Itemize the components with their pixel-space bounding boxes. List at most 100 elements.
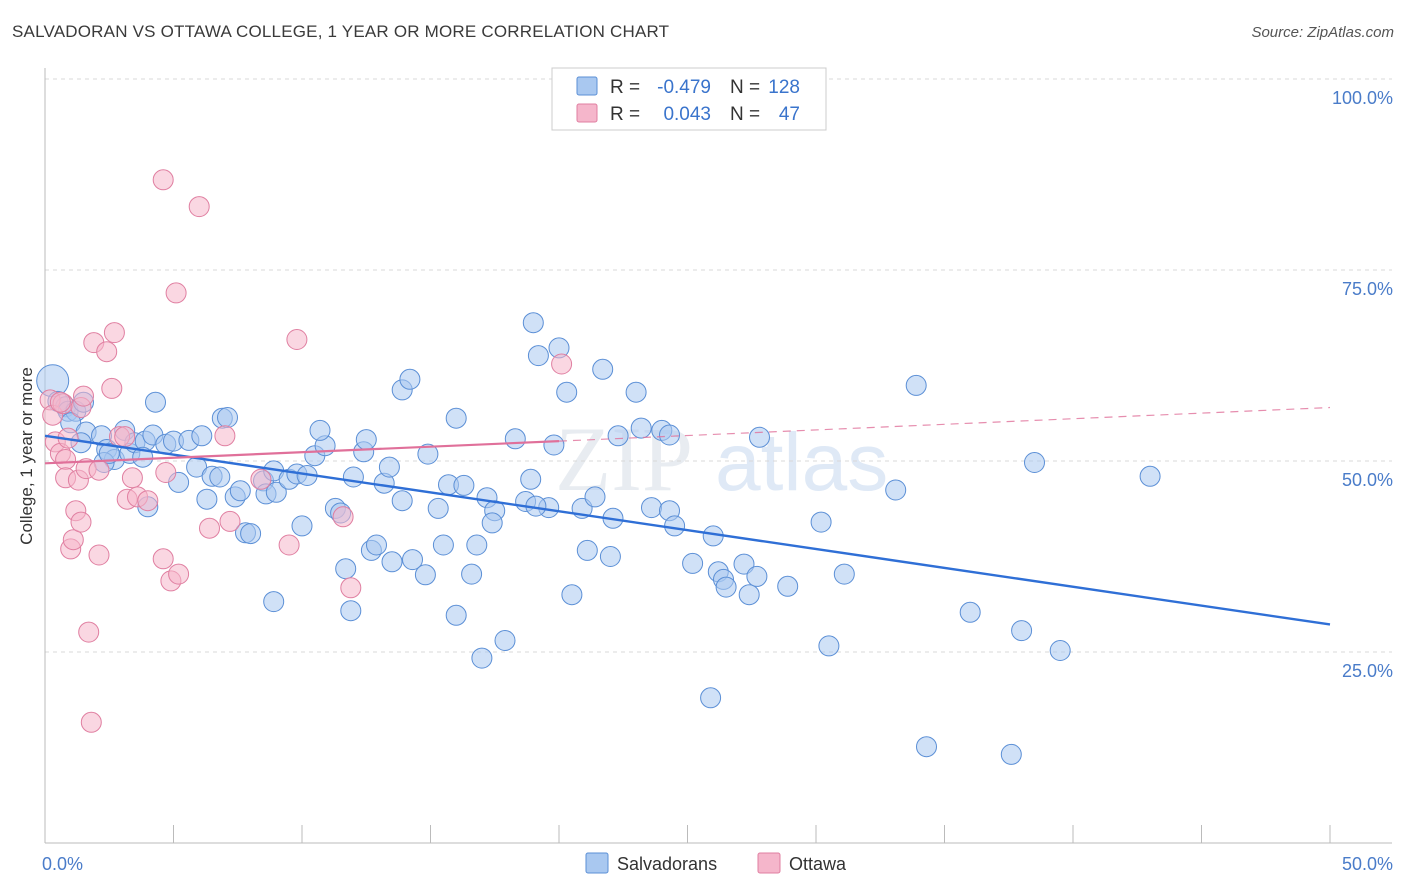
watermark-zip: ZIP <box>555 408 693 510</box>
salvadoran-point <box>1011 620 1033 642</box>
salvadoran-point <box>217 407 238 428</box>
salvadoran-point <box>885 479 907 501</box>
salvadoran-point <box>340 600 362 622</box>
salvadoran-point <box>98 442 120 464</box>
salvadoran-point <box>461 563 483 585</box>
ottawa-point <box>78 621 100 643</box>
salvadoran-point <box>414 564 436 586</box>
ottawa-point <box>121 467 143 489</box>
ottawa-point <box>88 544 110 566</box>
ottawa-point <box>165 282 187 304</box>
x-tick-label-min: 0.0% <box>42 854 83 874</box>
salvadoran-point <box>417 443 439 465</box>
salvadoran-point <box>520 468 542 490</box>
bottom-legend-swatch-ottawa <box>757 852 781 874</box>
salvadoran-point <box>682 552 704 574</box>
y-axis-title: College, 1 year or more <box>17 367 36 545</box>
salvadoran-point <box>1024 452 1045 473</box>
salvadoran-point <box>576 539 598 561</box>
y-tick-label: 50.0% <box>1342 470 1393 490</box>
x-tick-label-max: 50.0% <box>1342 854 1393 874</box>
salvadoran-point <box>191 425 213 447</box>
salvadoran-point <box>399 368 421 390</box>
salvadoran-point <box>664 515 686 537</box>
salvadoran-point <box>145 391 166 413</box>
salvadoran-point <box>833 563 855 585</box>
salvadoran-point <box>916 736 937 758</box>
legend-swatch-ottawa <box>576 103 598 123</box>
salvadoran-point <box>522 312 544 334</box>
ottawa-point <box>219 510 241 532</box>
salvadoran-point <box>715 576 737 598</box>
salvadoran-point <box>777 575 799 597</box>
salvadoran-point <box>445 407 467 429</box>
ottawa-point <box>80 711 102 733</box>
salvadoran-point <box>527 345 549 367</box>
salvadoran-point <box>1049 640 1071 661</box>
legend-r-value-2: 0.043 <box>663 104 711 125</box>
bottom-legend-swatch-salvadorans <box>585 852 609 874</box>
ottawa-point <box>137 490 159 512</box>
ottawa-point <box>155 462 177 483</box>
ottawa-point <box>332 506 354 528</box>
ottawa-point <box>49 391 71 413</box>
ottawa-point <box>103 322 125 344</box>
salvadoran-point <box>471 647 493 669</box>
ottawa-point <box>101 377 123 399</box>
ottawa-point <box>188 196 210 218</box>
ottawa-point <box>96 341 118 363</box>
y-tick-label: 25.0% <box>1342 661 1393 681</box>
bottom-legend-label-salvadorans: Salvadorans <box>617 854 717 874</box>
legend-r-label-1: R = <box>610 77 640 98</box>
ottawa-point <box>199 517 220 539</box>
ottawa-point <box>114 426 136 448</box>
salvadoran-point <box>481 512 503 534</box>
salvadoran-point <box>402 549 423 571</box>
ottawa-trend-line <box>44 440 560 465</box>
legend-r-value-1: -0.479 <box>657 77 711 98</box>
salvadoran-point <box>1139 465 1161 487</box>
salvadoran-point <box>263 591 285 613</box>
salvadoran-point <box>625 381 647 403</box>
ottawa-point <box>62 529 84 551</box>
ottawa-point <box>73 385 94 407</box>
ottawa-point <box>340 577 362 599</box>
legend-r-label-2: R = <box>610 104 640 125</box>
salvadoran-point <box>746 565 768 587</box>
salvadoran-point <box>466 534 488 556</box>
salvadoran-point <box>391 490 413 512</box>
salvadoran-point <box>427 497 449 519</box>
ottawa-point <box>286 329 308 350</box>
y-tick-label: 100.0% <box>1332 88 1393 108</box>
salvadoran-point <box>335 558 357 580</box>
legend-n-label-2: N = <box>730 104 760 125</box>
ottawa-point <box>551 353 573 375</box>
chart-title: SALVADORAN VS OTTAWA COLLEGE, 1 YEAR OR … <box>12 22 670 41</box>
correlation-legend: R = -0.479 N = 128 R = 0.043 N = 47 <box>551 67 827 131</box>
salvadoran-point <box>366 534 387 556</box>
salvadoran-point <box>291 515 313 537</box>
legend-n-value-2: 47 <box>779 104 800 125</box>
salvadoran-point <box>630 417 652 439</box>
series-legend: Salvadorans Ottawa <box>585 852 847 874</box>
salvadoran-point <box>810 511 832 533</box>
salvadoran-point <box>381 551 403 573</box>
ottawa-point <box>278 534 300 556</box>
salvadoran-point <box>432 534 454 556</box>
legend-n-value-1: 128 <box>768 77 800 98</box>
chart-source: Source: ZipAtlas.com <box>1251 24 1394 41</box>
ottawa-trend-extension <box>558 406 1331 442</box>
salvadoran-point <box>378 456 400 478</box>
salvadoran-point <box>599 546 621 567</box>
legend-n-label-1: N = <box>730 77 760 98</box>
ottawa-point <box>168 563 190 585</box>
salvadoran-point <box>561 584 583 606</box>
ottawa-point <box>152 548 174 570</box>
salvadoran-point <box>556 381 578 403</box>
salvadoran-point <box>592 358 614 380</box>
salvadoran-point <box>749 426 770 448</box>
ottawa-point <box>88 459 110 481</box>
salvadoran-point <box>607 425 629 447</box>
salvadoran-point <box>584 486 606 508</box>
salvadoran-point <box>445 604 467 626</box>
